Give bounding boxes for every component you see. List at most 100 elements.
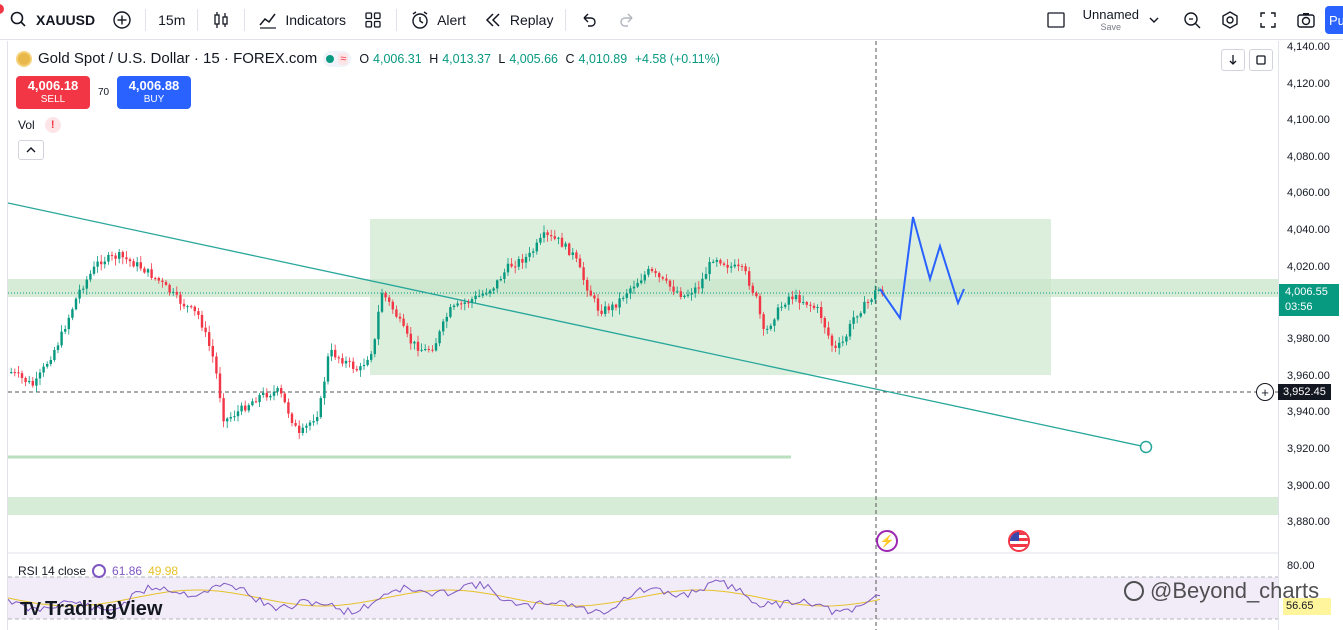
settings-button[interactable] (1211, 0, 1249, 40)
candle-body (323, 381, 326, 399)
buy-button[interactable]: 4,006.88 BUY (117, 76, 191, 109)
templates-icon (362, 9, 384, 31)
candle-body (110, 254, 114, 256)
candle-body (488, 290, 492, 294)
sell-button[interactable]: 4,006.18 SELL (16, 76, 90, 109)
candle-body (89, 273, 92, 280)
low-label: L (498, 51, 506, 66)
maximize-pane-button[interactable] (1249, 49, 1273, 71)
price-tick-label: 3,960.00 (1287, 370, 1330, 382)
symbol-search[interactable]: XAUUSD (0, 0, 103, 40)
compare-button[interactable] (103, 0, 141, 40)
candle-body (46, 363, 49, 367)
candle-body (830, 335, 834, 346)
tradingview-logo-text: TradingView (45, 598, 163, 620)
candle-body (168, 284, 171, 293)
candle-body (568, 243, 571, 255)
candle-body (251, 401, 254, 406)
publish-button[interactable]: Pu (1325, 6, 1343, 34)
candle-body (564, 243, 567, 247)
candle-body (56, 345, 60, 351)
candle-body (672, 286, 675, 292)
rsi-line (8, 579, 881, 616)
candle-body (485, 293, 488, 295)
candle-body (17, 372, 20, 374)
alert-button[interactable]: Alert (401, 0, 474, 40)
chart-legend: Gold Spot / U.S. Dollar · 15 · FOREX.com… (16, 50, 724, 67)
candle-body (582, 267, 585, 281)
candle-body (305, 425, 308, 428)
candle-body (593, 295, 596, 299)
candle-body (571, 252, 574, 255)
top-toolbar: XAUUSD 15m Indicators Alert Replay Unna (0, 0, 1343, 40)
candle-body (161, 280, 164, 283)
quick-search-button[interactable] (1173, 0, 1211, 40)
indicators-button[interactable]: Indicators (249, 0, 354, 40)
candle-body (240, 405, 243, 412)
trend-line (8, 202, 1147, 448)
volume-warning-icon[interactable]: ! (44, 117, 61, 133)
candle-body (283, 393, 286, 403)
candle-body (449, 307, 452, 317)
candle-body (726, 264, 729, 268)
candle-body (424, 348, 427, 350)
candle-body (510, 263, 513, 267)
candle-body (344, 360, 348, 364)
candle-body (71, 309, 74, 318)
candle-body (96, 261, 99, 267)
price-tick-label: 4,020.00 (1287, 261, 1330, 273)
market-status-pill[interactable]: ≈ (323, 50, 352, 67)
candle-body (49, 360, 52, 364)
scroll-down-button[interactable] (1221, 49, 1245, 71)
add-alert-plus-icon[interactable]: + (1256, 383, 1274, 401)
interval-label: 15m (158, 11, 186, 28)
candle-body (776, 307, 780, 320)
tradingview-logo[interactable]: TV TradingView (20, 598, 162, 621)
undo-button[interactable] (570, 0, 608, 40)
chart-type-button[interactable] (202, 0, 240, 40)
gold-symbol-icon (16, 50, 32, 67)
candle-body (848, 323, 852, 337)
rsi-ma-value: 49.98 (148, 564, 179, 578)
candle-body (82, 288, 85, 290)
candle-body (377, 311, 380, 340)
candle-body (575, 252, 578, 259)
candle-body (553, 236, 556, 239)
collapse-legend-button[interactable] (18, 140, 44, 160)
trend-line-handle (1139, 440, 1153, 454)
rsi-settings-icon[interactable] (92, 564, 107, 578)
candle-body (632, 286, 636, 289)
candle-body (233, 416, 236, 418)
candle-body (445, 316, 448, 322)
layout-name-button[interactable]: Unnamed Save (1075, 0, 1173, 40)
candle-body (737, 264, 740, 267)
candle-body (366, 359, 369, 366)
buy-price: 4,006.88 (128, 78, 180, 94)
us-flag-event-icon[interactable] (1008, 530, 1030, 552)
candle-body (805, 302, 808, 305)
fullscreen-button[interactable] (1249, 0, 1287, 40)
replay-button[interactable]: Replay (474, 0, 562, 40)
camera-icon (1295, 9, 1317, 31)
price-tick-label: 4,080.00 (1287, 151, 1330, 163)
candle-body (301, 427, 304, 434)
candle-body (258, 395, 261, 403)
candle-body (298, 425, 301, 434)
price-axis[interactable]: 4,140.00 4,120.00 4,100.00 4,080.00 4,060.00… (1278, 41, 1343, 630)
watermark-text: @Beyond_charts (1150, 578, 1320, 603)
templates-button[interactable] (354, 0, 392, 40)
layout-name-text: Unnamed (1082, 7, 1139, 22)
candle-body (791, 296, 794, 300)
lightning-event-icon[interactable]: ⚡ (876, 530, 898, 552)
interval-button[interactable]: 15m (150, 0, 193, 40)
layout-button[interactable] (1037, 0, 1075, 40)
candle-body (740, 266, 744, 268)
candle-body (463, 302, 466, 304)
redo-button[interactable] (608, 0, 646, 40)
price-chart[interactable] (8, 41, 1278, 630)
redo-icon (616, 9, 638, 31)
snapshot-button[interactable] (1287, 0, 1325, 40)
candle-body (827, 327, 830, 336)
candle-body (668, 280, 672, 287)
candle-body (352, 361, 355, 369)
